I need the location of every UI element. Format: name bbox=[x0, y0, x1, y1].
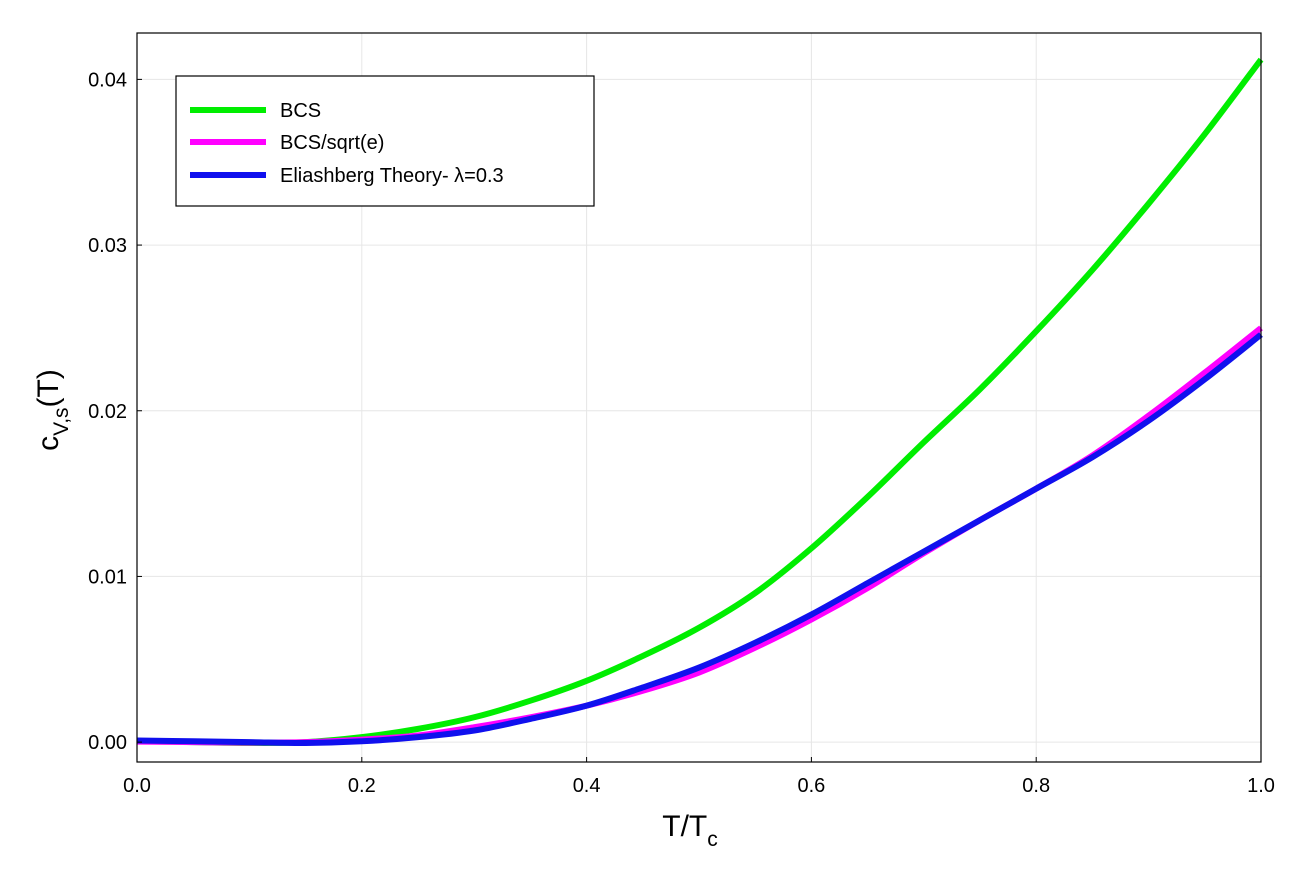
series-line-bcs-sqrt-e bbox=[136, 325, 1263, 746]
y-tick-label: 0.03 bbox=[88, 235, 127, 257]
legend-label-eliashberg: Eliashberg Theory- λ=0.3 bbox=[280, 165, 504, 187]
y-axis-title-tail: (T) bbox=[32, 369, 65, 407]
legend-label-bcs-sqrt-e: BCS/sqrt(e) bbox=[280, 132, 384, 154]
y-axis-title: cV,s(T) bbox=[32, 369, 73, 451]
x-tick-label: 1.0 bbox=[1247, 775, 1275, 797]
ticks: 0.0 0.2 0.4 0.6 0.8 1.0 0.00 0.01 0.02 0.03 0.04 bbox=[88, 69, 1275, 797]
x-tick-label: 0.0 bbox=[123, 775, 151, 797]
plot-frame bbox=[136, 32, 1262, 763]
legend: BCS BCS/sqrt(e) Eliashberg Theory- λ=0.3 bbox=[175, 75, 595, 207]
x-tick-label: 0.2 bbox=[348, 775, 376, 797]
series-line-eliashberg bbox=[136, 332, 1263, 746]
series-layer bbox=[136, 57, 1264, 746]
x-axis-title-sub: c bbox=[707, 828, 718, 851]
y-tick-label: 0.01 bbox=[88, 566, 127, 588]
x-axis-title-main: T/T bbox=[662, 810, 707, 843]
y-tick-label: 0.04 bbox=[88, 69, 127, 91]
y-tick-label: 0.02 bbox=[88, 401, 127, 423]
x-tick-label: 0.4 bbox=[573, 775, 601, 797]
y-axis-title-main: c bbox=[32, 436, 65, 451]
legend-label-bcs: BCS bbox=[280, 100, 321, 122]
x-tick-label: 0.8 bbox=[1022, 775, 1050, 797]
y-axis-title-sub: V,s bbox=[50, 407, 73, 435]
y-tick-label: 0.00 bbox=[88, 732, 127, 754]
x-axis-title: T/Tc bbox=[662, 810, 718, 851]
x-tick-label: 0.6 bbox=[797, 775, 825, 797]
